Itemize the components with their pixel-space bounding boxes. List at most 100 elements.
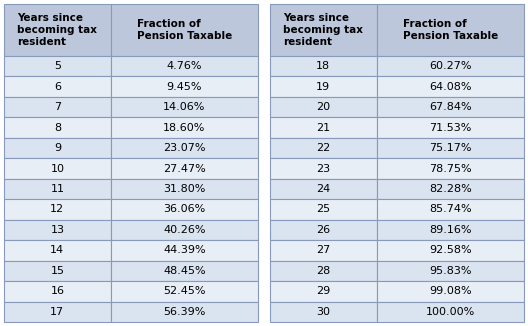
Bar bbox=[376, 281, 524, 302]
Bar bbox=[111, 281, 258, 302]
Bar bbox=[111, 158, 258, 179]
Text: Fraction of
Pension Taxable: Fraction of Pension Taxable bbox=[137, 19, 232, 41]
Text: 44.39%: 44.39% bbox=[163, 245, 205, 255]
Bar bbox=[111, 4, 258, 56]
Bar bbox=[4, 179, 111, 199]
Text: 99.08%: 99.08% bbox=[429, 286, 472, 296]
Text: Fraction of
Pension Taxable: Fraction of Pension Taxable bbox=[403, 19, 498, 41]
Bar bbox=[4, 302, 111, 322]
Bar bbox=[270, 56, 376, 77]
Text: 71.53%: 71.53% bbox=[429, 123, 472, 133]
Bar bbox=[376, 97, 524, 117]
Text: 24: 24 bbox=[316, 184, 331, 194]
Text: 95.83%: 95.83% bbox=[429, 266, 472, 276]
Text: 15: 15 bbox=[50, 266, 64, 276]
Bar bbox=[111, 138, 258, 158]
Text: 78.75%: 78.75% bbox=[429, 164, 472, 173]
Text: 23: 23 bbox=[316, 164, 331, 173]
Bar bbox=[376, 77, 524, 97]
Bar bbox=[270, 199, 376, 220]
Bar bbox=[376, 220, 524, 240]
Text: 27.47%: 27.47% bbox=[163, 164, 206, 173]
Bar bbox=[111, 302, 258, 322]
Bar bbox=[270, 77, 376, 97]
Text: 85.74%: 85.74% bbox=[429, 204, 472, 215]
Text: 23.07%: 23.07% bbox=[163, 143, 205, 153]
Text: 18.60%: 18.60% bbox=[163, 123, 205, 133]
Text: 89.16%: 89.16% bbox=[429, 225, 472, 235]
Bar bbox=[270, 281, 376, 302]
Bar bbox=[4, 220, 111, 240]
Text: 27: 27 bbox=[316, 245, 331, 255]
Text: 29: 29 bbox=[316, 286, 331, 296]
Text: 14: 14 bbox=[50, 245, 64, 255]
Text: 82.28%: 82.28% bbox=[429, 184, 472, 194]
Bar bbox=[270, 260, 376, 281]
Bar bbox=[111, 220, 258, 240]
Bar bbox=[376, 199, 524, 220]
Bar bbox=[4, 117, 111, 138]
Bar bbox=[111, 240, 258, 260]
Bar bbox=[111, 179, 258, 199]
Bar bbox=[4, 240, 111, 260]
Bar bbox=[376, 117, 524, 138]
Text: 26: 26 bbox=[316, 225, 331, 235]
Bar bbox=[376, 4, 524, 56]
Bar bbox=[4, 138, 111, 158]
Text: 56.39%: 56.39% bbox=[163, 307, 205, 317]
Bar bbox=[270, 117, 376, 138]
Text: 14.06%: 14.06% bbox=[163, 102, 205, 112]
Text: 8: 8 bbox=[54, 123, 61, 133]
Text: 9.45%: 9.45% bbox=[167, 82, 202, 92]
Bar bbox=[270, 138, 376, 158]
Text: 21: 21 bbox=[316, 123, 331, 133]
Bar bbox=[270, 220, 376, 240]
Bar bbox=[270, 240, 376, 260]
Bar bbox=[376, 240, 524, 260]
Bar bbox=[4, 97, 111, 117]
Text: 36.06%: 36.06% bbox=[163, 204, 205, 215]
Bar bbox=[111, 199, 258, 220]
Text: 75.17%: 75.17% bbox=[429, 143, 472, 153]
Text: 67.84%: 67.84% bbox=[429, 102, 472, 112]
Bar bbox=[376, 158, 524, 179]
Bar bbox=[4, 260, 111, 281]
Bar bbox=[4, 4, 111, 56]
Bar bbox=[376, 56, 524, 77]
Bar bbox=[4, 158, 111, 179]
Text: 17: 17 bbox=[50, 307, 64, 317]
Text: 13: 13 bbox=[50, 225, 64, 235]
Bar bbox=[111, 77, 258, 97]
Bar bbox=[4, 199, 111, 220]
Bar bbox=[270, 302, 376, 322]
Text: 19: 19 bbox=[316, 82, 331, 92]
Bar bbox=[4, 281, 111, 302]
Text: 18: 18 bbox=[316, 61, 331, 71]
Text: 64.08%: 64.08% bbox=[429, 82, 472, 92]
Bar bbox=[270, 4, 376, 56]
Text: 16: 16 bbox=[50, 286, 64, 296]
Bar bbox=[270, 97, 376, 117]
Text: 9: 9 bbox=[54, 143, 61, 153]
Text: 40.26%: 40.26% bbox=[163, 225, 205, 235]
Text: 60.27%: 60.27% bbox=[429, 61, 472, 71]
Text: 12: 12 bbox=[50, 204, 64, 215]
Text: 22: 22 bbox=[316, 143, 331, 153]
Bar bbox=[376, 260, 524, 281]
Text: 20: 20 bbox=[316, 102, 331, 112]
Text: 48.45%: 48.45% bbox=[163, 266, 205, 276]
Text: 10: 10 bbox=[50, 164, 64, 173]
Text: Years since
becoming tax
resident: Years since becoming tax resident bbox=[284, 13, 363, 47]
Bar bbox=[376, 179, 524, 199]
Bar bbox=[111, 97, 258, 117]
Text: 11: 11 bbox=[50, 184, 64, 194]
Bar bbox=[376, 138, 524, 158]
Bar bbox=[4, 56, 111, 77]
Text: 92.58%: 92.58% bbox=[429, 245, 472, 255]
Text: 30: 30 bbox=[316, 307, 331, 317]
Bar bbox=[111, 260, 258, 281]
Text: 5: 5 bbox=[54, 61, 61, 71]
Bar bbox=[4, 77, 111, 97]
Text: 28: 28 bbox=[316, 266, 331, 276]
Text: 25: 25 bbox=[316, 204, 331, 215]
